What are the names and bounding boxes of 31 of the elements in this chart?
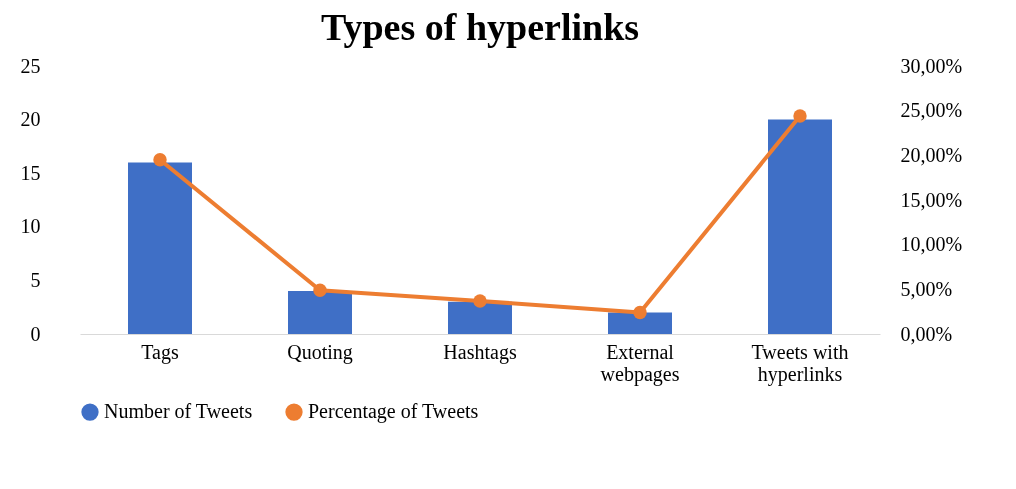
x-tick-label: Quoting: [287, 340, 353, 364]
y-tick-label: 10: [20, 215, 41, 238]
legend-label: Percentage of Tweets: [308, 400, 479, 424]
x-tick-label: Hashtags: [443, 340, 517, 364]
legend-label: Number of Tweets: [104, 400, 253, 423]
point: [473, 294, 487, 308]
bar: [288, 291, 352, 334]
x-tick-label: External webpages: [600, 340, 680, 386]
y2-tick-label: 5,00%: [900, 277, 953, 300]
y2-tick-label: 15,00%: [900, 188, 963, 211]
point: [633, 305, 647, 320]
point: [313, 283, 327, 297]
chart-title: Types of hyperlinks: [320, 6, 640, 48]
y2-tick-label: 10,00%: [900, 233, 963, 256]
y-tick-label: 15: [20, 161, 41, 184]
y-tick-label: 5: [30, 268, 41, 291]
bar: [128, 162, 192, 334]
point: [793, 109, 807, 123]
y-tick-label: 20: [20, 108, 41, 131]
bar: [608, 312, 672, 334]
bar: [768, 119, 832, 334]
point: [153, 153, 167, 167]
y2-tick-label: 20,00%: [900, 143, 963, 166]
y2-tick-label: 30,00%: [900, 54, 963, 77]
bar: [448, 301, 512, 334]
y-tick-label: 0: [30, 322, 41, 345]
x-tick-label: Tags: [141, 340, 179, 364]
y-tick-label: 25: [20, 54, 41, 77]
x-tick-label: Tweets with hyperlinks: [751, 340, 849, 386]
y2-tick-label: 0,00%: [900, 322, 953, 345]
y2-tick-label: 25,00%: [900, 99, 963, 122]
